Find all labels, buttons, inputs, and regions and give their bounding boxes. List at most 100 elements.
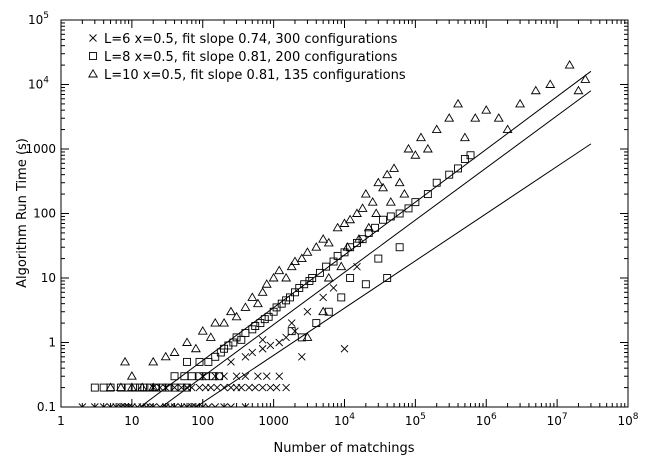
square-point — [232, 333, 241, 342]
triangle-point — [252, 298, 263, 308]
triangle-point — [169, 347, 180, 356]
triangle-point — [210, 317, 221, 327]
legend-square-icon — [89, 52, 97, 60]
triangle-point — [281, 272, 292, 282]
square-point — [224, 341, 233, 350]
square-point — [146, 383, 154, 392]
square-point — [204, 357, 213, 366]
cross-point — [204, 403, 213, 407]
triangle-point — [247, 292, 258, 301]
axis-ticks: 1 10 100 1000 104 105 106 107 1080.1110100100010… — [25, 11, 638, 428]
square-point — [395, 243, 404, 252]
triangle-point — [502, 124, 513, 134]
y-tick-label: 1000 — [25, 142, 56, 156]
x-tick-label: 10 — [124, 414, 139, 428]
triangle-point — [160, 351, 171, 361]
square-point — [404, 204, 413, 213]
triangle-point — [363, 222, 374, 232]
triangle-point — [261, 279, 272, 288]
triangle-point — [126, 382, 137, 392]
triangle-point — [197, 326, 208, 335]
cross-point — [232, 372, 241, 381]
square-point — [209, 372, 218, 381]
legend-label: L=6 x=0.5, fit slope 0.74, 300 configura… — [104, 32, 398, 47]
legend-label: L=8 x=0.5, fit slope 0.81, 200 configura… — [104, 50, 398, 65]
triangle-point — [545, 79, 556, 88]
cross-point — [245, 383, 253, 392]
cross-point — [340, 344, 349, 353]
triangle-point — [382, 169, 393, 179]
y-axis-title: Algorithm Run Time (s) — [15, 138, 30, 288]
triangle-point — [345, 214, 356, 224]
cross-point — [187, 383, 196, 392]
cross-point — [258, 383, 267, 392]
y-tick-label: 105 — [28, 11, 49, 27]
cross-point — [275, 338, 284, 347]
square-point — [386, 212, 395, 221]
cross-point — [192, 403, 200, 407]
triangle-point — [126, 371, 137, 380]
cross-point — [121, 403, 129, 407]
triangle-point — [219, 317, 230, 327]
triangle-point — [385, 197, 396, 206]
triangle-point — [373, 177, 384, 187]
x-tick-label: 104 — [334, 412, 355, 428]
cross-point — [211, 403, 220, 407]
cross-point — [156, 403, 164, 407]
square-point — [312, 319, 321, 328]
cross-point — [149, 403, 158, 407]
triangle-point — [470, 113, 481, 122]
square-point — [346, 243, 355, 252]
triangle-point — [410, 150, 421, 159]
cross-point — [251, 383, 260, 392]
data-points — [78, 59, 591, 407]
square-point — [337, 293, 346, 302]
square-point — [286, 293, 294, 302]
cross-point — [195, 383, 204, 392]
square-point — [237, 335, 246, 344]
cross-point — [319, 293, 327, 302]
cross-point — [220, 383, 228, 392]
cross-point — [146, 403, 154, 407]
square-point — [215, 372, 224, 381]
x-tick-label: 106 — [476, 412, 497, 428]
x-tick-label: 105 — [405, 412, 426, 428]
legend-label: L=10 x=0.5, fit slope 0.81, 135 configur… — [104, 68, 406, 83]
cross-point — [128, 403, 136, 407]
cross-point — [266, 341, 275, 350]
square-point — [308, 274, 317, 282]
square-point — [183, 357, 191, 366]
fit-line-2 — [160, 90, 592, 407]
square-point — [152, 383, 161, 392]
square-point — [374, 254, 383, 263]
triangle-point — [286, 261, 297, 271]
triangle-point — [148, 382, 159, 392]
square-point — [411, 198, 420, 207]
triangle-point — [231, 311, 242, 321]
square-point — [315, 268, 324, 277]
square-point — [423, 190, 432, 199]
triangle-point — [323, 272, 334, 282]
triangle-point — [137, 382, 148, 392]
cross-point — [287, 319, 296, 327]
square-point — [432, 178, 441, 187]
x-axis-title: Number of matchings — [273, 441, 414, 456]
square-point — [383, 274, 392, 282]
square-point — [90, 383, 99, 392]
y-tick-label: 10 — [41, 271, 56, 285]
triangle-point — [105, 382, 116, 392]
triangle-point — [225, 306, 236, 316]
y-tick-label: 100 — [33, 207, 56, 221]
triangle-point — [318, 306, 329, 316]
cross-point — [353, 262, 361, 271]
cross-point — [220, 403, 228, 407]
square-point — [264, 312, 273, 321]
square-point — [251, 322, 260, 330]
cross-point — [241, 372, 250, 381]
triangle-point — [268, 272, 279, 282]
triangle-point — [302, 247, 313, 256]
x-tick-label: 108 — [617, 412, 638, 428]
triangle-point — [580, 74, 591, 83]
square-point — [324, 307, 333, 316]
